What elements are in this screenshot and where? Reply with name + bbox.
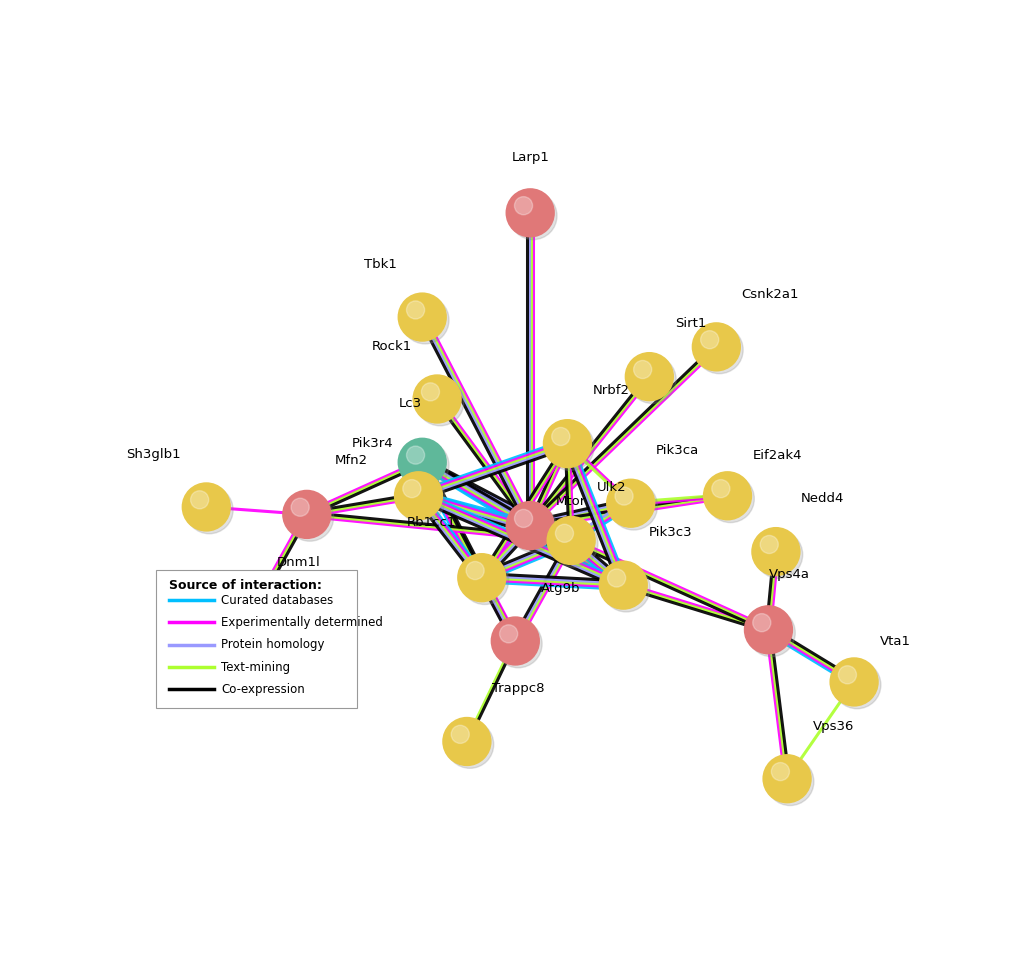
Circle shape (752, 614, 770, 631)
Circle shape (625, 353, 673, 400)
Circle shape (398, 293, 445, 341)
Circle shape (403, 480, 421, 498)
Text: Curated databases: Curated databases (221, 594, 333, 606)
Circle shape (706, 475, 754, 522)
Circle shape (442, 718, 490, 765)
Circle shape (494, 620, 541, 668)
Text: Tbk1: Tbk1 (364, 258, 396, 271)
Text: Text-mining: Text-mining (221, 660, 290, 674)
Text: Csnk2a1: Csnk2a1 (741, 288, 798, 301)
Circle shape (416, 378, 464, 425)
Text: Rock1: Rock1 (371, 339, 412, 353)
Circle shape (491, 617, 539, 664)
Circle shape (282, 490, 330, 539)
Circle shape (555, 524, 573, 542)
Circle shape (445, 720, 493, 769)
Text: Co-expression: Co-expression (221, 683, 305, 696)
Circle shape (762, 755, 810, 803)
Circle shape (401, 441, 448, 489)
Circle shape (829, 659, 877, 706)
Text: Lc3: Lc3 (398, 397, 421, 410)
Circle shape (466, 562, 484, 579)
Circle shape (499, 625, 518, 643)
Circle shape (514, 196, 532, 215)
Text: Sh3glb1: Sh3glb1 (126, 448, 180, 461)
Circle shape (607, 569, 625, 587)
Circle shape (628, 356, 676, 403)
Text: Trappc8: Trappc8 (492, 683, 544, 695)
Circle shape (230, 594, 277, 642)
Circle shape (407, 446, 424, 464)
Circle shape (235, 599, 253, 617)
Text: Mtor: Mtor (555, 495, 585, 508)
Circle shape (747, 609, 795, 657)
Text: Vps36: Vps36 (811, 719, 853, 733)
Circle shape (285, 493, 333, 542)
Circle shape (547, 516, 594, 565)
Text: Dnm1l: Dnm1l (276, 556, 320, 569)
Text: Vps4a: Vps4a (768, 568, 809, 580)
Text: Sirt1: Sirt1 (674, 317, 705, 331)
Text: Nedd4: Nedd4 (801, 492, 844, 506)
Circle shape (751, 528, 799, 575)
Circle shape (602, 565, 649, 612)
Circle shape (703, 472, 751, 519)
Text: Eif2ak4: Eif2ak4 (752, 449, 802, 461)
Text: Source of interaction:: Source of interaction: (169, 579, 322, 592)
Circle shape (614, 487, 633, 505)
Circle shape (505, 189, 553, 237)
Circle shape (551, 427, 570, 446)
Text: Vta1: Vta1 (878, 634, 910, 648)
Circle shape (838, 665, 856, 684)
Circle shape (711, 480, 730, 498)
Circle shape (505, 502, 553, 549)
Circle shape (514, 510, 532, 527)
Circle shape (550, 519, 597, 568)
Circle shape (290, 498, 309, 516)
Circle shape (185, 486, 233, 534)
Circle shape (191, 490, 209, 509)
Circle shape (546, 423, 594, 471)
Text: Rb1cc1: Rb1cc1 (407, 515, 457, 529)
Circle shape (508, 505, 556, 552)
Text: Atg9b: Atg9b (540, 582, 580, 595)
FancyBboxPatch shape (156, 571, 357, 708)
Circle shape (599, 561, 646, 609)
Text: Larp1: Larp1 (512, 151, 549, 163)
Circle shape (458, 554, 505, 601)
Circle shape (398, 438, 445, 486)
Circle shape (633, 361, 651, 378)
Circle shape (397, 475, 445, 522)
Circle shape (744, 606, 792, 654)
Text: Mfn2: Mfn2 (335, 454, 368, 467)
Circle shape (543, 420, 591, 467)
Circle shape (182, 484, 230, 531)
Circle shape (461, 557, 508, 604)
Circle shape (401, 296, 448, 344)
Text: Pik3c3: Pik3c3 (648, 526, 692, 539)
Circle shape (421, 383, 439, 401)
Text: Experimentally determined: Experimentally determined (221, 616, 383, 629)
Text: Pik3r4: Pik3r4 (352, 437, 392, 450)
Circle shape (695, 326, 743, 373)
Circle shape (394, 472, 442, 519)
Circle shape (606, 480, 654, 527)
Circle shape (450, 725, 469, 744)
Circle shape (508, 192, 556, 240)
Circle shape (833, 661, 880, 709)
Text: Nrbf2: Nrbf2 (592, 385, 629, 397)
Circle shape (700, 331, 718, 349)
Circle shape (692, 323, 740, 370)
Circle shape (609, 483, 657, 530)
Text: Pik3ca: Pik3ca (655, 444, 699, 457)
Text: Protein homology: Protein homology (221, 638, 324, 651)
Circle shape (407, 301, 424, 319)
Circle shape (770, 763, 789, 780)
Circle shape (759, 536, 777, 553)
Circle shape (227, 591, 274, 639)
Text: Ulk2: Ulk2 (596, 482, 626, 494)
Circle shape (413, 375, 461, 423)
Circle shape (765, 758, 813, 806)
Circle shape (754, 531, 802, 578)
